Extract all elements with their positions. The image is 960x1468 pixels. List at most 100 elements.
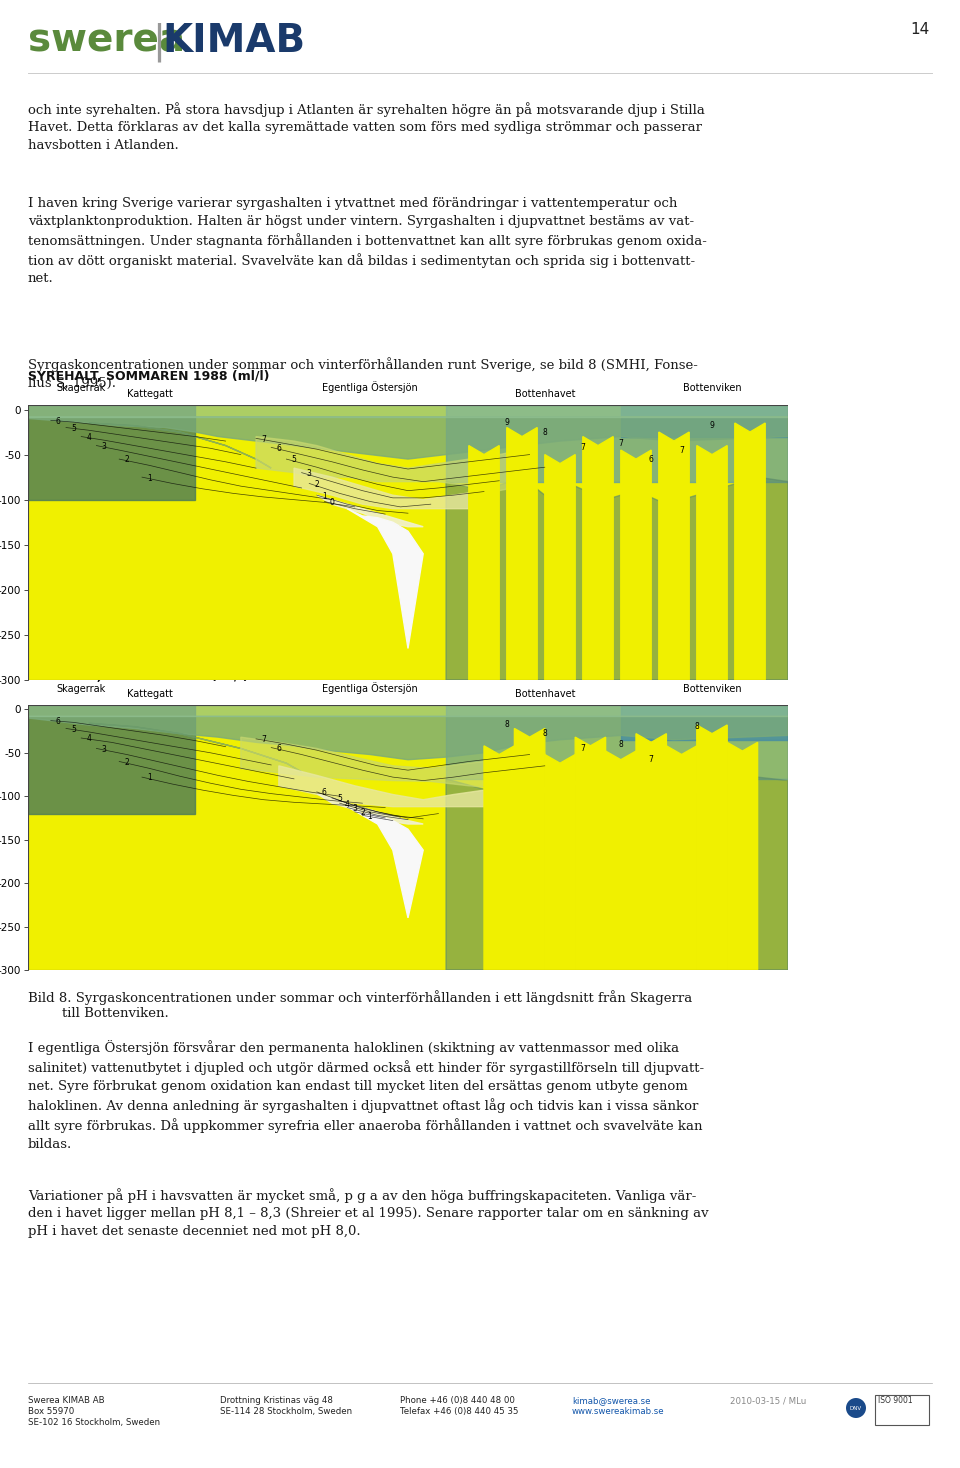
Text: Bottenhavet: Bottenhavet [515, 688, 575, 699]
Polygon shape [545, 455, 575, 680]
Text: DNV: DNV [850, 1405, 862, 1411]
Text: 4: 4 [86, 734, 91, 743]
Polygon shape [697, 446, 728, 680]
Text: 7: 7 [581, 443, 586, 452]
Text: Phone +46 (0)8 440 48 00
Telefax +46 (0)8 440 45 35: Phone +46 (0)8 440 48 00 Telefax +46 (0)… [400, 1396, 518, 1417]
Polygon shape [317, 794, 423, 824]
Text: I egentliga Östersjön försvårar den permanenta haloklinen (skiktning av vattenma: I egentliga Östersjön försvårar den perm… [28, 1039, 704, 1151]
Text: 8: 8 [618, 740, 623, 749]
Text: Bottenviken: Bottenviken [683, 383, 741, 393]
Text: SYREHALT, VINTERN 1988 (ml/l): SYREHALT, VINTERN 1988 (ml/l) [28, 669, 249, 683]
Polygon shape [28, 405, 195, 499]
Text: Egentliga Östersjön: Egentliga Östersjön [323, 681, 418, 694]
Text: Swerea KIMAB AB
Box 55970
SE-102 16 Stockholm, Sweden: Swerea KIMAB AB Box 55970 SE-102 16 Stoc… [28, 1396, 160, 1427]
Text: 5: 5 [337, 794, 342, 803]
Text: 2: 2 [125, 757, 130, 766]
Polygon shape [28, 417, 788, 459]
Text: 7: 7 [618, 439, 623, 448]
Text: 9: 9 [504, 417, 509, 427]
Polygon shape [28, 705, 788, 716]
Text: 7: 7 [261, 435, 266, 443]
Text: SYREHALT, SOMMAREN 1988 (ml/l): SYREHALT, SOMMAREN 1988 (ml/l) [28, 370, 270, 383]
Text: 7: 7 [261, 735, 266, 744]
Text: swerea: swerea [28, 22, 185, 60]
Polygon shape [256, 436, 522, 490]
Text: 2: 2 [125, 455, 130, 464]
Polygon shape [348, 509, 423, 649]
Polygon shape [606, 752, 636, 970]
Text: 7: 7 [649, 755, 654, 765]
Polygon shape [89, 423, 272, 468]
Text: 14: 14 [911, 22, 930, 37]
Text: 6: 6 [276, 443, 281, 452]
Text: 3: 3 [352, 804, 357, 813]
Polygon shape [728, 743, 757, 970]
Polygon shape [621, 705, 788, 740]
Text: 1: 1 [322, 492, 326, 501]
Text: 8: 8 [504, 721, 509, 730]
Text: Bottenhavet: Bottenhavet [515, 389, 575, 399]
Polygon shape [28, 705, 195, 813]
Text: 5: 5 [71, 725, 76, 734]
Polygon shape [621, 405, 788, 436]
Polygon shape [621, 451, 651, 680]
Text: 6: 6 [649, 455, 654, 464]
Text: 8: 8 [542, 427, 547, 436]
Text: 3: 3 [102, 442, 107, 451]
Text: I haven kring Sverige varierar syrgashalten i ytvattnet med förändringar i vatte: I haven kring Sverige varierar syrgashal… [28, 197, 707, 285]
Text: 2: 2 [315, 480, 319, 489]
Text: Bild 8. Syrgaskoncentrationen under sommar och vinterförhållanden i ett längdsni: Bild 8. Syrgaskoncentrationen under somm… [28, 989, 692, 1006]
Text: ISO 9001: ISO 9001 [878, 1396, 913, 1405]
Text: |: | [152, 22, 165, 62]
Polygon shape [697, 725, 728, 970]
Polygon shape [317, 495, 423, 527]
Polygon shape [278, 766, 484, 806]
Text: 9: 9 [709, 421, 714, 430]
Text: 0: 0 [329, 498, 334, 506]
Polygon shape [294, 468, 484, 509]
Text: 6: 6 [276, 744, 281, 753]
Polygon shape [89, 724, 301, 772]
Text: 7: 7 [679, 446, 684, 455]
Polygon shape [446, 705, 788, 780]
Text: 2010-03-15 / MLu: 2010-03-15 / MLu [730, 1396, 806, 1405]
Polygon shape [484, 746, 515, 970]
Text: till Bottenviken.: till Bottenviken. [28, 1007, 169, 1020]
Text: 8: 8 [694, 722, 699, 731]
Polygon shape [348, 806, 423, 918]
Text: 1: 1 [147, 774, 152, 782]
Polygon shape [468, 446, 499, 680]
Text: 3: 3 [102, 744, 107, 753]
Text: 1: 1 [368, 812, 372, 821]
Text: Skagerrak: Skagerrak [57, 684, 106, 694]
Text: 7: 7 [581, 744, 586, 753]
FancyBboxPatch shape [875, 1395, 929, 1425]
Polygon shape [28, 405, 788, 417]
Text: 5: 5 [71, 424, 76, 433]
Text: 3: 3 [307, 468, 312, 479]
Polygon shape [515, 728, 545, 970]
Text: 1: 1 [147, 474, 152, 483]
Polygon shape [636, 734, 666, 970]
Polygon shape [28, 716, 788, 760]
Text: och inte syrehalten. På stora havsdjup i Atlanten är syrehalten högre än på mots: och inte syrehalten. På stora havsdjup i… [28, 101, 705, 151]
Text: Syrgaskoncentrationen under sommar och vinterförhållanden runt Sverige, se bild : Syrgaskoncentrationen under sommar och v… [28, 357, 698, 389]
Polygon shape [446, 405, 788, 482]
Text: 6: 6 [322, 788, 326, 797]
Polygon shape [446, 777, 788, 970]
Polygon shape [446, 477, 788, 680]
Text: 4: 4 [345, 800, 349, 809]
Polygon shape [545, 755, 575, 970]
Text: 2: 2 [360, 809, 365, 818]
Text: KIMAB: KIMAB [162, 22, 305, 60]
Text: kimab@swerea.se
www.swereakimab.se: kimab@swerea.se www.swereakimab.se [572, 1396, 664, 1417]
Polygon shape [575, 737, 606, 970]
Text: 8: 8 [542, 730, 547, 738]
Text: Kattegatt: Kattegatt [127, 688, 173, 699]
Text: Kattegatt: Kattegatt [127, 389, 173, 399]
Text: Variationer på pH i havsvatten är mycket små, p g a av den höga buffringskapacit: Variationer på pH i havsvatten är mycket… [28, 1188, 708, 1238]
Polygon shape [666, 746, 697, 970]
Text: 6: 6 [56, 716, 60, 727]
Text: Skagerrak: Skagerrak [57, 383, 106, 393]
Text: 4: 4 [86, 433, 91, 442]
